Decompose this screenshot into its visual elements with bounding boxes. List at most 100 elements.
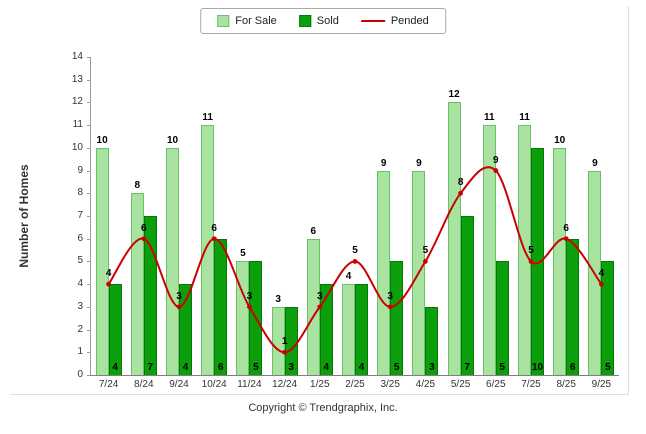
sold-swatch-icon <box>298 15 311 27</box>
for-sale-bar <box>447 102 461 375</box>
pended-value-label: 3 <box>317 290 323 302</box>
for-sale-value-label: 11 <box>519 112 530 124</box>
sold-value-label: 4 <box>358 362 365 373</box>
for-sale-value-label: 9 <box>380 157 387 169</box>
for-sale-bar <box>236 261 250 375</box>
y-axis-tick-mark <box>87 79 91 81</box>
pended-value-label: 1 <box>281 336 288 348</box>
for-sale-value-label: 3 <box>275 293 281 305</box>
pended-point <box>106 281 111 287</box>
y-axis-tick-mark <box>87 57 91 58</box>
y-axis-tick-mark <box>87 170 91 172</box>
sold-value-label: 3 <box>288 362 294 373</box>
y-axis-tick-mark <box>87 306 91 308</box>
for-sale-bar <box>271 306 285 375</box>
y-axis-tick-label: 11 <box>72 119 83 131</box>
pended-value-label: 3 <box>176 290 182 302</box>
x-axis-label: 7/25 <box>521 379 541 390</box>
legend-label-sold: Sold <box>316 15 339 27</box>
y-axis-tick-label: 4 <box>77 278 83 290</box>
y-axis-tick-label: 7 <box>77 210 83 221</box>
chart-panel-border <box>10 6 629 395</box>
sold-bar <box>284 306 298 375</box>
x-axis-label: 3/25 <box>380 379 400 390</box>
sold-value-label: 7 <box>147 362 154 373</box>
x-axis-label: 4/25 <box>415 379 436 390</box>
for-sale-value-label: 12 <box>448 89 460 101</box>
sold-value-label: 5 <box>605 362 611 373</box>
pended-value-label: 8 <box>457 177 464 189</box>
pended-point <box>423 259 428 264</box>
legend-item-pended: Pended <box>360 15 429 27</box>
pended-point <box>352 259 358 264</box>
pended-line-swatch-icon <box>360 20 385 22</box>
pended-point <box>247 304 252 310</box>
pended-value-label: 3 <box>246 290 253 302</box>
legend-item-for-sale: For Sale <box>217 15 277 27</box>
sold-value-label: 3 <box>429 362 435 373</box>
sold-bar <box>566 238 580 375</box>
y-axis-tick-label: 10 <box>71 141 83 153</box>
y-axis-tick-label: 3 <box>77 300 83 312</box>
sold-bar <box>460 216 474 375</box>
y-axis-tick-label: 2 <box>77 323 83 335</box>
for-sale-bar <box>201 125 215 375</box>
for-sale-value-label: 9 <box>592 157 598 169</box>
sold-bar <box>179 284 192 375</box>
pended-value-label: 4 <box>598 268 605 280</box>
sold-value-label: 5 <box>253 362 259 373</box>
pended-point <box>599 281 604 287</box>
x-axis-label: 5/25 <box>450 379 471 390</box>
sold-value-label: 5 <box>393 362 400 373</box>
x-axis-label: 6/25 <box>486 379 506 390</box>
pended-point <box>211 236 217 242</box>
y-axis-tick-label: 12 <box>71 96 83 108</box>
y-axis-tick-mark <box>87 216 91 217</box>
sold-bar <box>601 261 615 375</box>
pended-value-label: 6 <box>563 222 569 234</box>
pended-value-label: 5 <box>422 245 429 257</box>
y-axis-tick-mark <box>87 147 91 149</box>
sold-value-label: 4 <box>112 362 118 373</box>
pended-point <box>528 259 534 264</box>
pended-point <box>493 168 499 173</box>
x-axis-label: 8/24 <box>134 379 154 390</box>
sold-value-label: 10 <box>531 362 544 373</box>
y-axis-tick-mark <box>87 125 91 127</box>
legend-label-pended: Pended <box>390 15 429 27</box>
legend-label-for-sale: For Sale <box>235 15 277 27</box>
x-axis-label: 12/24 <box>272 379 298 390</box>
pended-point <box>317 304 323 310</box>
for-sale-value-label: 11 <box>484 112 495 124</box>
for-sale-value-label: 8 <box>134 180 141 192</box>
for-sale-value-label: 10 <box>554 134 566 146</box>
for-sale-bar <box>553 147 567 375</box>
x-axis-label: 1/25 <box>310 379 330 390</box>
sold-bar <box>425 306 439 375</box>
sold-bar <box>108 284 122 375</box>
x-axis-label: 9/24 <box>169 379 189 390</box>
plot-area: 0 1 2 3 4 5 6 7 8 9 10 11 12 13 14 7/24 8/24 9/24 10/24 11/… <box>72 51 619 390</box>
pended-value-label: 9 <box>493 154 499 166</box>
y-axis-tick-label: 0 <box>77 369 83 380</box>
for-sale-value-label: 9 <box>416 157 422 169</box>
for-sale-bar <box>342 284 355 375</box>
for-sale-value-label: 10 <box>96 134 108 146</box>
y-axis-tick-label: 1 <box>77 346 83 358</box>
sold-value-label: 5 <box>499 362 506 373</box>
y-axis-tick-label: 8 <box>77 187 83 199</box>
sold-value-label: 4 <box>182 362 189 373</box>
y-axis-tick-mark <box>87 284 91 286</box>
y-axis-tick-label: 13 <box>71 73 83 85</box>
pended-value-label: 3 <box>387 290 393 302</box>
for-sale-bar <box>166 147 179 375</box>
sold-value-label: 7 <box>464 362 470 373</box>
sold-bar <box>355 284 368 375</box>
y-axis-tick-label: 9 <box>77 164 83 176</box>
y-axis-tick-label: 6 <box>77 232 83 244</box>
y-axis-tick-label: 5 <box>77 255 83 267</box>
pended-point <box>141 236 147 242</box>
pended-value-label: 6 <box>141 222 147 234</box>
legend-item-sold: Sold <box>298 15 339 27</box>
